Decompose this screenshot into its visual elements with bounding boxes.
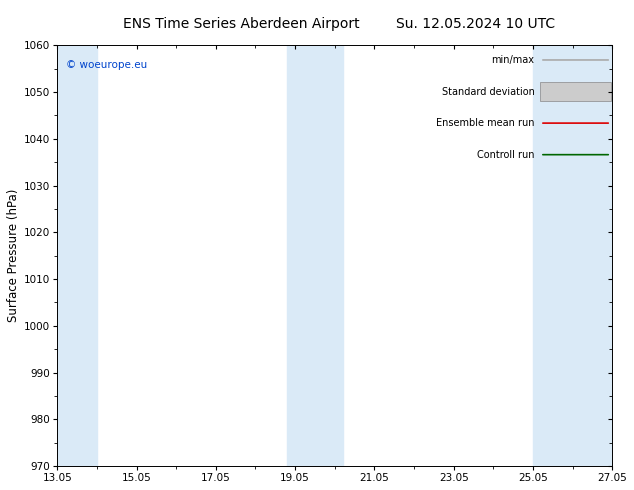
Y-axis label: Surface Pressure (hPa): Surface Pressure (hPa)	[7, 189, 20, 322]
Bar	[540, 82, 611, 101]
Bar	[57, 45, 97, 466]
Text: © woeurope.eu: © woeurope.eu	[66, 60, 147, 70]
Text: Standard deviation: Standard deviation	[442, 87, 534, 97]
Text: ENS Time Series Aberdeen Airport: ENS Time Series Aberdeen Airport	[122, 17, 359, 31]
Text: Controll run: Controll run	[477, 149, 534, 160]
Bar	[287, 45, 342, 466]
Text: Su. 12.05.2024 10 UTC: Su. 12.05.2024 10 UTC	[396, 17, 555, 31]
Text: Ensemble mean run: Ensemble mean run	[436, 118, 534, 128]
Text: min/max: min/max	[491, 55, 534, 65]
Bar	[533, 45, 612, 466]
